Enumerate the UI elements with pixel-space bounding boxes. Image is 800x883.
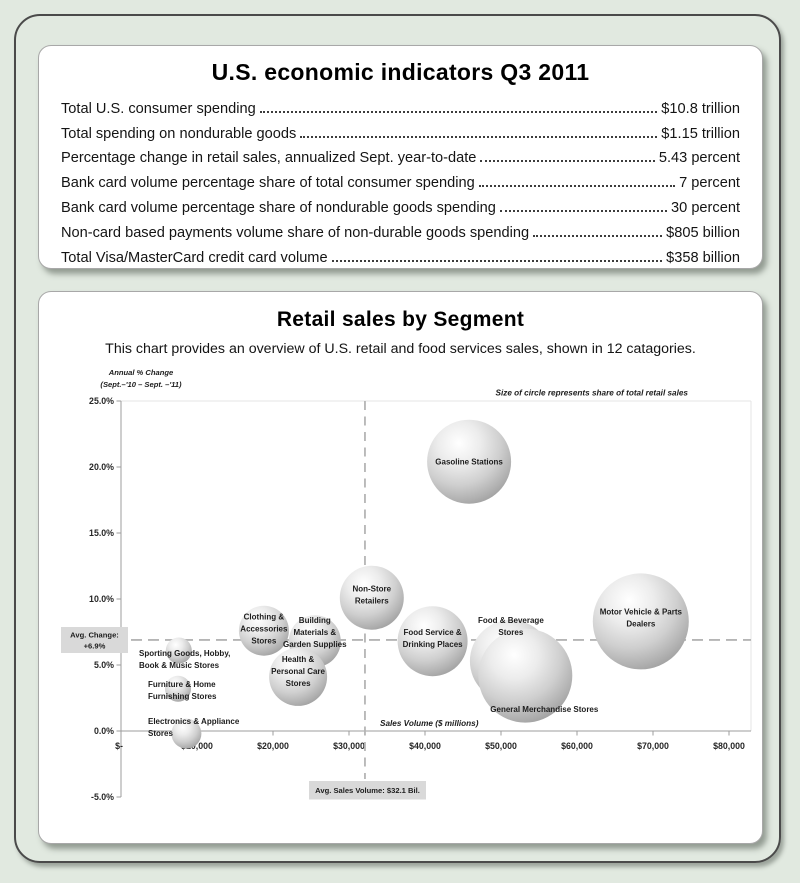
bubble-label-gasoline: Gasoline Stations <box>435 458 503 467</box>
indicator-value: 30 percent <box>671 199 740 216</box>
bubble-label-electronics: Stores <box>148 729 173 738</box>
bubble-label-clothing: Accessories <box>240 625 288 634</box>
indicator-value: 5.43 percent <box>658 150 740 167</box>
indicator-label: Bank card volume percentage share of tot… <box>61 175 475 192</box>
bubble-genmerch <box>478 628 573 723</box>
bubble-furniture <box>165 675 191 702</box>
dotted-leader <box>331 259 663 262</box>
y-axis-title: (Sept.–'10 – Sept. –'11) <box>100 380 182 389</box>
dotted-leader <box>533 234 663 237</box>
indicators-panel: U.S. economic indicators Q3 2011 Total U… <box>38 45 763 269</box>
bubble-motor <box>592 573 689 670</box>
y-tick-label: 5.0% <box>94 660 114 670</box>
bubble-foodservice <box>397 606 468 677</box>
indicator-label: Bank card volume percentage share of non… <box>61 199 496 216</box>
indicator-label: Total U.S. consumer spending <box>61 100 256 117</box>
indicator-label: Non-card based payments volume share of … <box>61 224 530 241</box>
x-tick-label: $50,000 <box>485 741 517 751</box>
avg-change-box-text: Avg. Change: <box>70 631 119 640</box>
bubble-label-foodservice: Drinking Places <box>403 640 464 649</box>
indicator-value: $358 billion <box>666 249 740 266</box>
dotted-leader <box>480 160 655 163</box>
indicator-row: Bank card volume percentage share of non… <box>61 191 740 216</box>
indicator-label: Total Visa/MasterCard credit card volume <box>61 249 328 266</box>
indicator-value: $805 billion <box>666 224 740 241</box>
bubble-label-foodservice: Food Service & <box>403 628 461 637</box>
x-axis-title: Sales Volume ($ millions) <box>380 719 479 728</box>
bubble-label-health: Personal Care <box>271 667 325 676</box>
dotted-leader <box>499 209 668 212</box>
y-tick-label: 0.0% <box>94 726 114 736</box>
bubble-label-furniture: Furniture & Home <box>148 680 216 689</box>
chart-title: Retail sales by Segment <box>276 308 525 331</box>
y-tick-label: 10.0% <box>89 594 114 604</box>
x-tick-label: $80,000 <box>713 741 745 751</box>
indicator-row: Total U.S. consumer spending $10.8 trilli… <box>61 92 740 117</box>
bubble-nonstore <box>339 565 404 630</box>
avg-sales-box-text: Avg. Sales Volume: $32.1 Bil. <box>315 786 420 795</box>
chart-subtitle: This chart provides an overview of U.S. … <box>105 341 696 357</box>
avg-change-box <box>61 627 128 653</box>
x-tick-label: $10,000 <box>181 741 213 751</box>
chart-panel: Retail sales by Segment This chart provi… <box>38 291 763 844</box>
bubble-label-health: Stores <box>286 679 311 688</box>
bubble-clothing <box>238 605 289 656</box>
bubble-label-foodbev: Food & Beverage <box>478 616 544 625</box>
dotted-leader <box>259 110 658 113</box>
bubble-label-foodbev: Stores <box>498 628 523 637</box>
dotted-leader <box>478 185 676 188</box>
bubble-label-motor: Motor Vehicle & Parts <box>600 607 683 616</box>
x-tick-label: $- <box>115 741 123 751</box>
y-tick-label: -5.0% <box>91 792 114 802</box>
bubble-electronics <box>171 718 202 749</box>
y-axis-title: Annual % Change <box>108 368 174 377</box>
y-tick-label: 20.0% <box>89 462 114 472</box>
bubble-label-health: Health & <box>282 655 315 664</box>
bubble-label-building: Garden Supplies <box>283 640 347 649</box>
indicator-row: Total spending on nondurable goods $1.15 … <box>61 117 740 142</box>
indicators-list: Total U.S. consumer spending $10.8 trilli… <box>61 92 740 266</box>
avg-sales-box <box>309 781 426 800</box>
indicator-row: Non-card based payments volume share of … <box>61 216 740 241</box>
bubble-label-building: Materials & <box>293 628 336 637</box>
bubble-health <box>269 647 328 706</box>
outer-frame: U.S. economic indicators Q3 2011 Total U… <box>14 14 781 863</box>
indicator-value: $10.8 trillion <box>661 100 740 117</box>
indicator-row: Percentage change in retail sales, annua… <box>61 142 740 167</box>
indicator-row: Total Visa/MasterCard credit card volume… <box>61 241 740 266</box>
bubble-label-clothing: Clothing & <box>244 613 285 622</box>
bubble-label-furniture: Furnishing Stores <box>148 692 217 701</box>
indicator-value: 7 percent <box>679 175 740 192</box>
dotted-leader <box>300 135 658 138</box>
y-tick-label: 25.0% <box>89 396 114 406</box>
bubble-label-clothing: Stores <box>251 637 276 646</box>
bubble-label-building: Building <box>299 616 331 625</box>
bubble-label-nonstore: Non-Store <box>352 585 391 594</box>
avg-change-box-text: +6.9% <box>84 642 106 651</box>
indicator-row: Bank card volume percentage share of tot… <box>61 166 740 191</box>
bubble-sporting <box>165 637 192 664</box>
indicator-label: Percentage change in retail sales, annua… <box>61 150 477 167</box>
x-tick-label: $40,000 <box>409 741 441 751</box>
y-tick-label: 15.0% <box>89 528 114 538</box>
bubble-label-electronics: Electronics & Appliance <box>148 717 240 726</box>
bubble-label-motor: Dealers <box>626 619 655 628</box>
indicator-value: $1.15 trillion <box>661 125 740 142</box>
bubble-label-nonstore: Retailers <box>355 597 389 606</box>
bubble-label-sporting: Sporting Goods, Hobby, <box>139 649 230 658</box>
bubble-label-genmerch: General Merchandise Stores <box>490 705 599 714</box>
indicator-label: Total spending on nondurable goods <box>61 125 297 142</box>
size-note: Size of circle represents share of total… <box>496 389 689 398</box>
indicators-title: U.S. economic indicators Q3 2011 <box>211 59 590 85</box>
bubble-label-sporting: Book & Music Stores <box>139 661 220 670</box>
bubble-chart: 25.0% 20.0% 15.0% 10.0% 5.0% 0.0% -5.0% $- $10,0… <box>61 368 752 802</box>
x-tick-label: $60,000 <box>561 741 593 751</box>
bubble-gasoline <box>427 419 512 504</box>
x-tick-label: $30,000 <box>333 741 365 751</box>
x-tick-label: $70,000 <box>637 741 669 751</box>
x-tick-label: $20,000 <box>257 741 289 751</box>
